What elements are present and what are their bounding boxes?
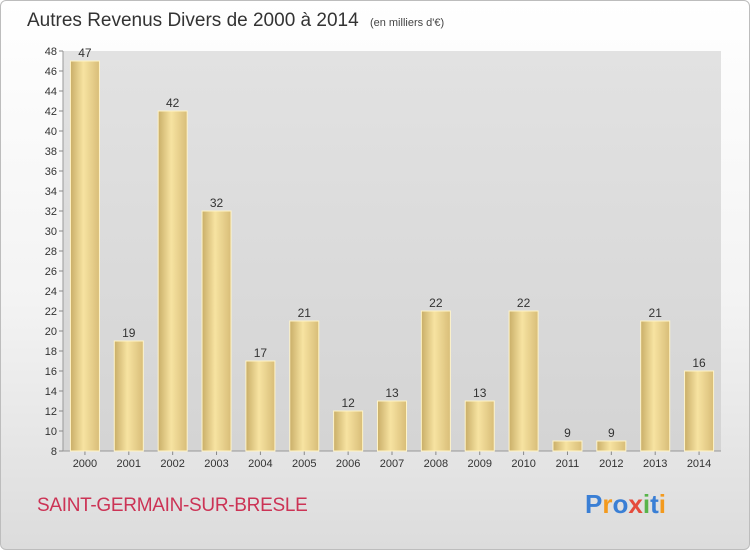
y-tick-label: 32 xyxy=(45,206,57,218)
y-tick-label: 10 xyxy=(45,426,57,438)
x-tick-label-2009: 2009 xyxy=(467,458,491,470)
x-tick-label-2000: 2000 xyxy=(73,458,97,470)
value-label-2013: 21 xyxy=(649,306,663,320)
x-tick-label-2001: 2001 xyxy=(117,458,141,470)
value-label-2009: 13 xyxy=(473,386,487,400)
logo-letter: x xyxy=(628,489,643,519)
logo-letter: o xyxy=(612,489,629,519)
bar-2014 xyxy=(684,370,715,452)
bar-2011 xyxy=(552,440,583,452)
proxiti-logo: Proxiti xyxy=(585,489,666,520)
y-tick-label: 8 xyxy=(51,446,57,458)
x-tick-label-2005: 2005 xyxy=(292,458,316,470)
x-tick-label-2013: 2013 xyxy=(643,458,667,470)
y-tick-label: 16 xyxy=(45,366,57,378)
chart-title: Autres Revenus Divers de 2000 à 2014 (en… xyxy=(27,10,444,32)
value-label-2003: 32 xyxy=(210,196,224,210)
bar-2013 xyxy=(640,320,671,452)
bar-2003 xyxy=(201,210,232,452)
bar-2007 xyxy=(377,400,407,452)
x-tick-label-2008: 2008 xyxy=(424,458,448,470)
value-label-2008: 22 xyxy=(429,296,443,310)
value-label-2011: 9 xyxy=(564,426,571,440)
x-tick-label-2004: 2004 xyxy=(248,458,272,470)
y-tick-label: 26 xyxy=(45,266,57,278)
x-tick-label-2002: 2002 xyxy=(160,458,184,470)
bar-2004 xyxy=(245,360,276,452)
value-label-2014: 16 xyxy=(692,356,706,370)
value-label-2010: 22 xyxy=(517,296,531,310)
y-tick-label: 36 xyxy=(45,166,57,178)
x-tick-label-2014: 2014 xyxy=(687,458,711,470)
y-tick-label: 40 xyxy=(45,126,57,138)
bar-2005 xyxy=(289,320,320,452)
y-tick-label: 30 xyxy=(45,226,57,238)
bar-2006 xyxy=(333,410,364,452)
x-tick-label-2007: 2007 xyxy=(380,458,404,470)
bar-2002 xyxy=(157,110,188,452)
y-tick-label: 46 xyxy=(45,66,57,78)
y-tick-label: 20 xyxy=(45,326,57,338)
x-tick-label-2012: 2012 xyxy=(599,458,623,470)
bar-2000 xyxy=(69,60,100,452)
y-tick-label: 44 xyxy=(45,86,57,98)
y-tick-label: 22 xyxy=(45,306,57,318)
chart-title-text: Autres Revenus Divers de 2000 à 2014 xyxy=(27,10,359,31)
y-tick-label: 48 xyxy=(45,46,57,58)
bar-2001 xyxy=(113,340,144,452)
logo-letter: r xyxy=(602,489,613,519)
y-tick-label: 18 xyxy=(45,346,57,358)
value-label-2002: 42 xyxy=(166,96,180,110)
value-label-2007: 13 xyxy=(385,386,399,400)
logo-letter: i xyxy=(642,489,651,519)
x-tick-label-2003: 2003 xyxy=(204,458,228,470)
y-tick-label: 24 xyxy=(45,286,57,298)
value-label-2000: 47 xyxy=(78,46,92,60)
x-tick-label-2011: 2011 xyxy=(556,458,580,470)
bar-2008 xyxy=(420,310,451,452)
y-tick-label: 14 xyxy=(45,386,57,398)
value-label-2001: 19 xyxy=(122,326,136,340)
value-label-2005: 21 xyxy=(298,306,312,320)
y-tick-label: 34 xyxy=(45,186,57,198)
x-tick-label-2010: 2010 xyxy=(511,458,535,470)
value-label-2006: 12 xyxy=(341,396,355,410)
x-tick-label-2006: 2006 xyxy=(336,458,360,470)
logo-letter: i xyxy=(658,489,666,519)
value-label-2004: 17 xyxy=(254,346,268,360)
logo-letter: P xyxy=(585,489,603,519)
value-label-2012: 9 xyxy=(608,426,615,440)
commune-name: SAINT-GERMAIN-SUR-BRESLE xyxy=(37,495,308,516)
bar-2012 xyxy=(596,440,627,452)
bar-2010 xyxy=(508,310,539,452)
y-tick-label: 42 xyxy=(45,106,57,118)
logo-letter: t xyxy=(650,489,659,519)
y-tick-label: 12 xyxy=(45,406,57,418)
chart-subtitle: (en milliers d'€) xyxy=(369,17,445,29)
y-tick-label: 28 xyxy=(45,246,57,258)
bar-2009 xyxy=(464,400,495,452)
y-tick-label: 38 xyxy=(45,146,57,158)
